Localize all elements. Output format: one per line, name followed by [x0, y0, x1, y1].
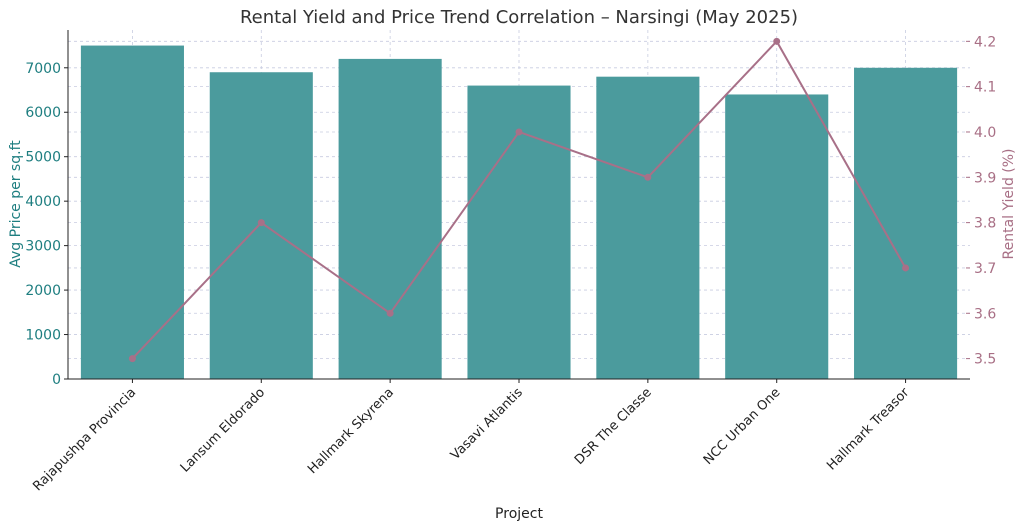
y-tick-label-left: 7000	[25, 61, 61, 77]
y-tick-label-left: 6000	[25, 105, 61, 121]
yield-point	[128, 355, 136, 363]
y-tick-label-right: 4.2	[974, 34, 996, 50]
yield-point	[386, 309, 394, 317]
line-layer	[128, 37, 910, 363]
y-tick-label-left: 3000	[25, 239, 61, 255]
yield-point	[773, 37, 781, 45]
x-tick-label: Lansum Eldorado	[178, 385, 268, 475]
yield-point	[515, 128, 523, 136]
x-axis-label: Project	[495, 506, 543, 522]
yield-point	[257, 219, 265, 227]
chart-title: Rental Yield and Price Trend Correlation…	[240, 7, 798, 28]
bar	[854, 67, 958, 380]
y-tick-label-right: 4.1	[974, 80, 996, 96]
bar	[338, 58, 442, 379]
y-tick-label-left: 4000	[25, 194, 61, 210]
x-tick-label: Rajapushpa Provincia	[30, 385, 139, 494]
y-tick-label-right: 3.7	[974, 261, 996, 277]
x-tick-label: Hallmark Skyrena	[305, 385, 397, 477]
y-tick-label-right: 4.0	[974, 125, 996, 141]
bar	[725, 94, 829, 379]
x-tick-label: Hallmark Treasor	[824, 385, 913, 474]
y-tick-label-right: 3.6	[974, 306, 996, 322]
y-tick-label-left: 0	[52, 372, 61, 388]
yield-point	[902, 264, 910, 272]
bar	[80, 45, 184, 379]
y-tick-label-right: 3.5	[974, 352, 996, 368]
x-tick-label: NCC Urban One	[701, 385, 784, 468]
y-tick-label-left: 2000	[25, 283, 61, 299]
y-tick-label-right: 3.9	[974, 170, 996, 186]
y-tick-label-left: 5000	[25, 150, 61, 166]
x-tick-label: Vasavi Atlantis	[448, 385, 526, 463]
y-tick-label-right: 3.8	[974, 216, 996, 232]
bar	[596, 76, 700, 380]
y-axis-label-right: Rental Yield (%)	[1001, 148, 1017, 259]
y-tick-label-left: 1000	[25, 328, 61, 344]
bar-layer	[80, 45, 958, 380]
yield-point	[644, 173, 652, 181]
x-tick-label: DSR The Classe	[572, 385, 655, 468]
y-axis-label-left: Avg Price per sq.ft	[8, 140, 24, 268]
